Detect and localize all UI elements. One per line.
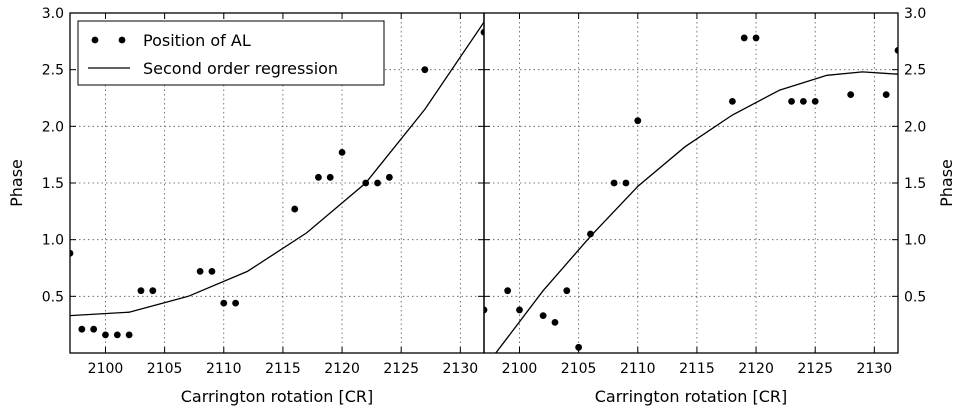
legend-box <box>77 20 385 86</box>
plot-area <box>484 34 898 353</box>
x-tick-label: 2115 <box>265 361 301 377</box>
data-point <box>811 98 819 105</box>
data-point <box>385 173 393 181</box>
x-tick-label: 2120 <box>324 361 360 377</box>
data-point <box>208 268 216 275</box>
y-axis-label: Phase <box>937 159 956 207</box>
y-tick-label: 2.5 <box>42 63 64 79</box>
data-point <box>575 343 583 351</box>
data-point <box>78 325 86 333</box>
legend-marker-point <box>118 36 126 44</box>
data-point <box>70 249 74 257</box>
x-tick-label: 2110 <box>620 361 656 377</box>
legend-label-position-of-al: Position of AL <box>143 31 251 50</box>
x-tick-label: 2130 <box>443 361 479 377</box>
x-axis-label: Carrington rotation [CR] <box>595 387 787 406</box>
data-point <box>516 306 523 314</box>
y-tick-label: 2.0 <box>42 119 64 135</box>
x-tick-label: 2115 <box>679 361 715 377</box>
data-point <box>326 173 334 181</box>
data-point <box>484 306 488 314</box>
y-axis-label: Phase <box>7 159 26 207</box>
y-tick-label: 2.0 <box>904 119 926 135</box>
data-point <box>102 331 109 339</box>
data-point <box>539 312 547 319</box>
data-point <box>882 91 890 98</box>
legend: Position of AL Second order regression <box>77 20 385 86</box>
x-tick-label: 2125 <box>383 361 419 377</box>
data-point <box>315 173 322 181</box>
x-tick-label: 2100 <box>88 361 124 377</box>
x-tick-label: 2105 <box>147 361 183 377</box>
data-point <box>232 299 240 307</box>
legend-label-second-order-regression: Second order regression <box>143 59 338 78</box>
y-tick-label: 3.0 <box>42 6 64 22</box>
legend-marker-point <box>91 36 99 44</box>
data-point <box>149 287 157 295</box>
y-tick-label: 0.5 <box>904 289 926 305</box>
data-point <box>610 179 618 187</box>
data-point <box>113 331 121 339</box>
left-panel: 2100 2105 2110 2115 2120 2125 2130 0.5 1.0 1.5 2.0… <box>7 6 485 406</box>
data-point <box>634 117 642 125</box>
x-tick-label: 2120 <box>738 361 774 377</box>
regression-line <box>495 71 898 353</box>
data-point <box>137 287 145 295</box>
right-panel: 2100 2105 2110 2115 2120 2125 2130 0.5 1.0 1.5 2.0… <box>483 6 956 406</box>
plot-area <box>70 21 484 339</box>
data-point <box>587 230 594 238</box>
y-tick-label: 2.5 <box>904 63 926 79</box>
data-point <box>799 98 807 105</box>
data-point <box>125 331 133 339</box>
y-tick-label: 1.0 <box>42 233 64 249</box>
y-tick-label: 1.5 <box>42 176 64 192</box>
data-point <box>740 34 748 42</box>
data-point <box>563 287 571 295</box>
data-point <box>788 98 795 105</box>
y-tick-label: 1.5 <box>904 176 926 192</box>
y-tick-label: 0.5 <box>42 289 64 305</box>
data-point <box>338 149 346 156</box>
data-point <box>551 319 559 326</box>
data-point <box>421 66 429 74</box>
data-point <box>894 47 898 54</box>
data-point <box>196 268 204 275</box>
x-tick-label: 2130 <box>857 361 893 377</box>
y-tick-label: 1.0 <box>904 233 926 249</box>
x-tick-label: 2105 <box>561 361 597 377</box>
data-point <box>291 205 299 213</box>
data-point <box>480 28 484 36</box>
data-point <box>220 299 228 307</box>
regression-line <box>70 21 484 317</box>
data-point <box>90 325 98 333</box>
data-point <box>752 34 760 42</box>
data-point <box>622 179 630 187</box>
data-point <box>374 179 381 187</box>
x-tick-label: 2100 <box>502 361 538 377</box>
x-axis-label: Carrington rotation [CR] <box>181 387 373 406</box>
x-tick-label: 2110 <box>206 361 242 377</box>
data-point <box>729 98 736 105</box>
data-point <box>504 287 512 295</box>
y-tick-label: 3.0 <box>904 6 926 22</box>
x-tick-label: 2125 <box>797 361 833 377</box>
data-point <box>847 91 855 98</box>
axes-frame <box>483 12 899 354</box>
